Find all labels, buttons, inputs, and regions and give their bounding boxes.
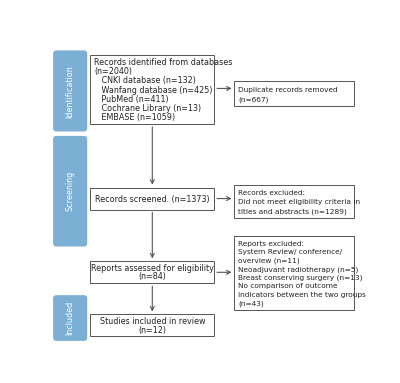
FancyBboxPatch shape bbox=[90, 55, 214, 124]
Text: Records identified from databases: Records identified from databases bbox=[94, 58, 232, 67]
Text: (n=43): (n=43) bbox=[238, 300, 264, 306]
Text: Reports excluded:: Reports excluded: bbox=[238, 241, 304, 247]
Text: Records excluded:: Records excluded: bbox=[238, 190, 305, 196]
FancyBboxPatch shape bbox=[90, 261, 214, 283]
Text: No comparison of outcome: No comparison of outcome bbox=[238, 283, 338, 289]
Text: Identification: Identification bbox=[66, 65, 75, 118]
Text: indicators between the two groups: indicators between the two groups bbox=[238, 292, 366, 298]
Text: titles and abstracts (n=1289): titles and abstracts (n=1289) bbox=[238, 208, 347, 215]
Text: Breast conserving surgery (n=13): Breast conserving surgery (n=13) bbox=[238, 275, 363, 281]
Text: Reports assessed for eligibility: Reports assessed for eligibility bbox=[91, 264, 214, 273]
Text: (n=2040): (n=2040) bbox=[94, 67, 132, 77]
Text: Records screened. (n=1373): Records screened. (n=1373) bbox=[95, 195, 210, 204]
Text: overview (n=11): overview (n=11) bbox=[238, 258, 300, 264]
Text: System Review/ conference/: System Review/ conference/ bbox=[238, 249, 342, 255]
Text: Duplicate records removed: Duplicate records removed bbox=[238, 87, 338, 93]
FancyBboxPatch shape bbox=[90, 314, 214, 336]
Text: PubMed (n=411): PubMed (n=411) bbox=[94, 95, 169, 104]
Text: (n=84): (n=84) bbox=[138, 272, 166, 282]
FancyBboxPatch shape bbox=[53, 136, 87, 247]
Text: Included: Included bbox=[66, 301, 75, 335]
FancyBboxPatch shape bbox=[53, 295, 87, 341]
Text: Cochrane Library (n=13): Cochrane Library (n=13) bbox=[94, 104, 201, 113]
FancyBboxPatch shape bbox=[53, 51, 87, 131]
Text: (n=12): (n=12) bbox=[138, 326, 166, 334]
Text: CNKI database (n=132): CNKI database (n=132) bbox=[94, 77, 196, 85]
Text: Screening: Screening bbox=[66, 171, 75, 211]
FancyBboxPatch shape bbox=[234, 236, 354, 310]
Text: Studies included in review: Studies included in review bbox=[100, 318, 205, 326]
Text: Wanfang database (n=425): Wanfang database (n=425) bbox=[94, 85, 212, 95]
Text: Neoadjuvant radiotherapy (n=5): Neoadjuvant radiotherapy (n=5) bbox=[238, 266, 358, 273]
Text: (n=667): (n=667) bbox=[238, 96, 269, 103]
FancyBboxPatch shape bbox=[234, 81, 354, 106]
FancyBboxPatch shape bbox=[90, 188, 214, 210]
FancyBboxPatch shape bbox=[234, 185, 354, 218]
Text: Did not meet eligibility criteria in: Did not meet eligibility criteria in bbox=[238, 199, 360, 205]
Text: EMBASE (n=1059): EMBASE (n=1059) bbox=[94, 113, 175, 122]
